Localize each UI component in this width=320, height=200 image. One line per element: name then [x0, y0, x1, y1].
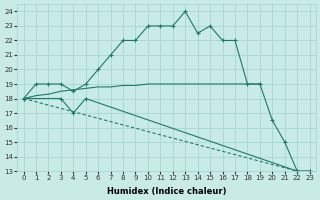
- X-axis label: Humidex (Indice chaleur): Humidex (Indice chaleur): [107, 187, 226, 196]
